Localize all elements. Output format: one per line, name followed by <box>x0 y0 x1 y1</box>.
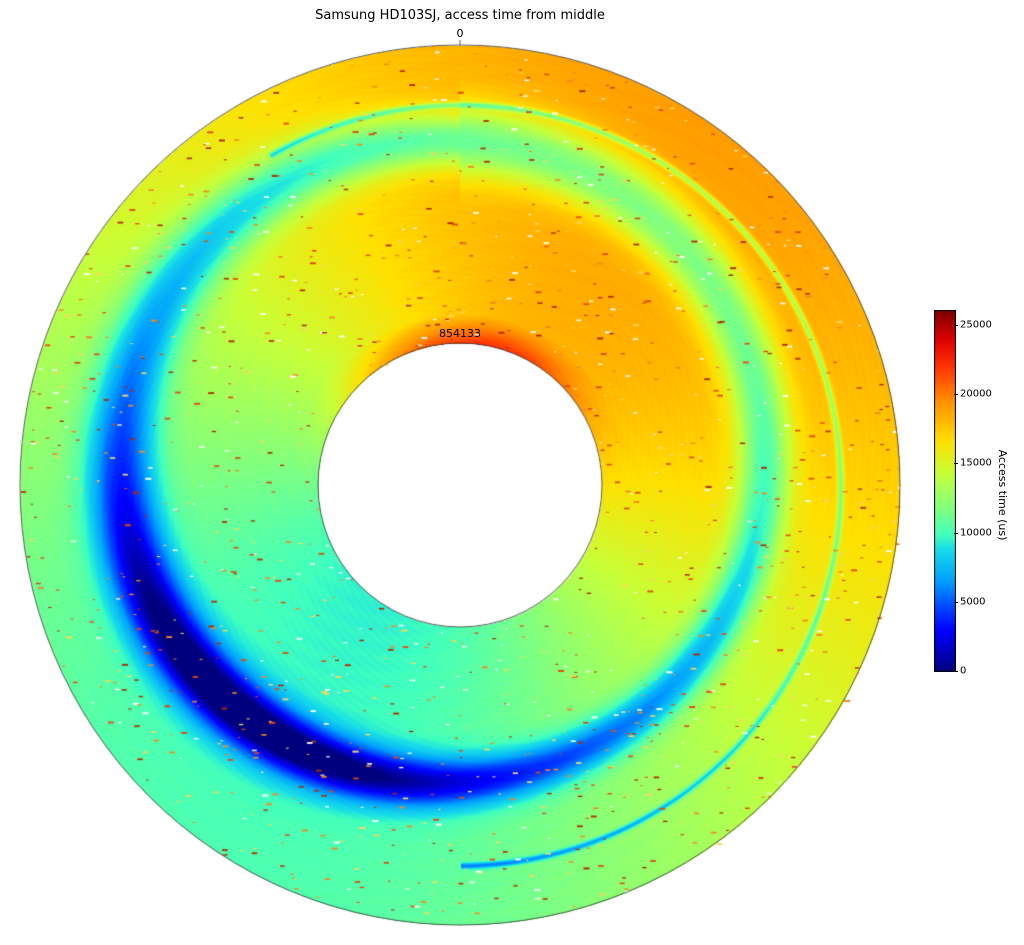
colorbar-tick-label: 10000 <box>960 527 992 538</box>
colorbar-tick-mark <box>954 394 958 395</box>
outer-radius-label: 0 <box>457 27 464 40</box>
colorbar-tick-mark <box>954 671 958 672</box>
colorbar-tick-label: 15000 <box>960 458 992 469</box>
inner-radius-label: 854133 <box>439 327 481 340</box>
colorbar-tick-mark <box>954 325 958 326</box>
colorbar-tick-mark <box>954 533 958 534</box>
chart-title: Samsung HD103SJ, access time from middle <box>0 8 920 23</box>
colorbar-tick-label: 25000 <box>960 319 992 330</box>
colorbar-tick-mark <box>954 602 958 603</box>
colorbar-tick-label: 0 <box>960 666 966 677</box>
polar-plot: 0 854133 <box>10 35 910 935</box>
colorbar-canvas <box>934 310 956 672</box>
colorbar: 0500010000150002000025000 Access time (u… <box>934 310 1004 680</box>
colorbar-tick-label: 20000 <box>960 389 992 400</box>
colorbar-tick-mark <box>954 463 958 464</box>
colorbar-tick-label: 5000 <box>960 596 985 607</box>
polar-canvas <box>10 35 910 935</box>
colorbar-label: Access time (us) <box>996 450 1009 541</box>
